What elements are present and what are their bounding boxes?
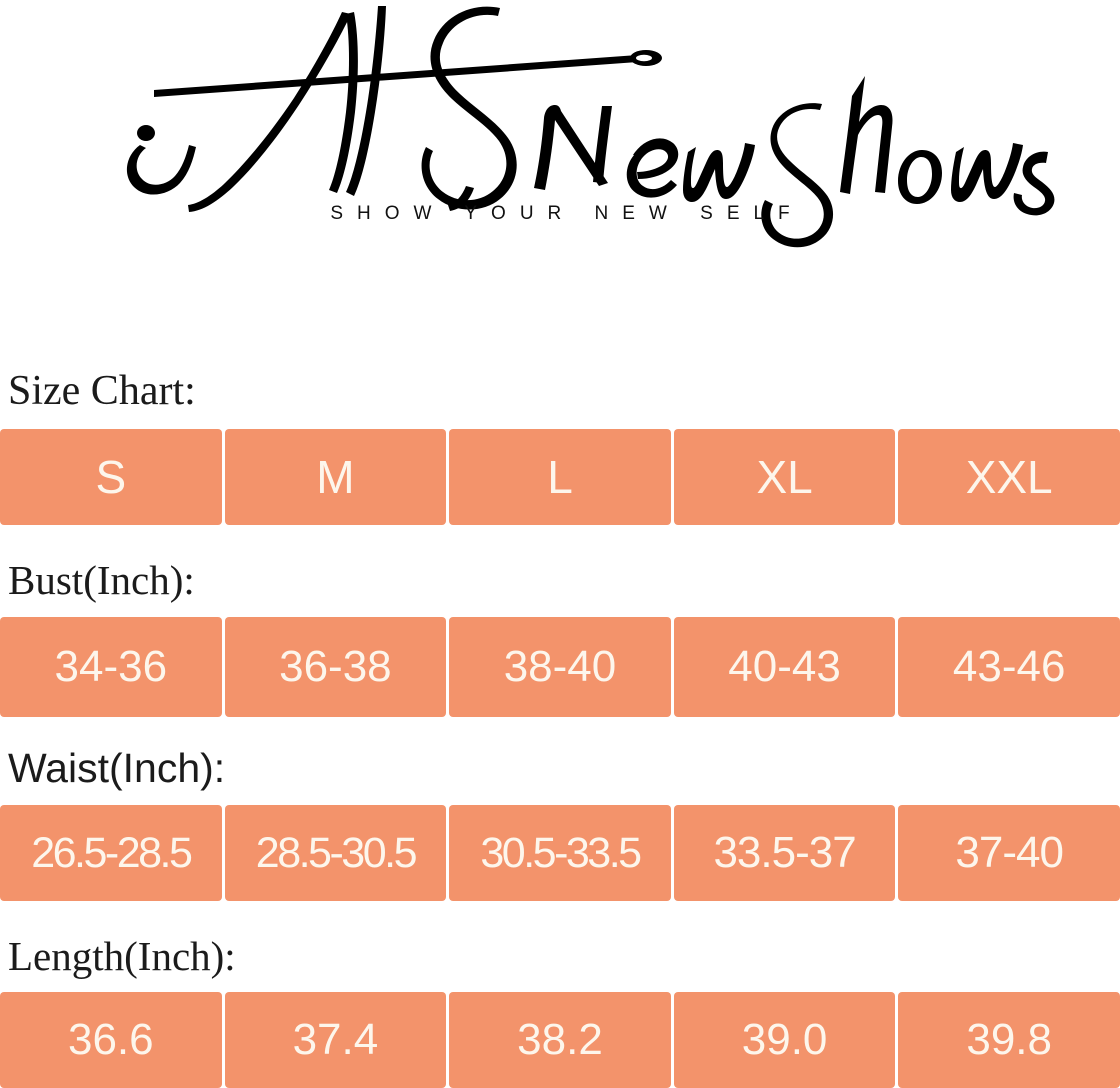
length-cell-l: 38.2 (449, 992, 671, 1088)
page-title: Size Chart: (8, 368, 196, 414)
row-label-length: Length(Inch): (8, 933, 236, 979)
measurement-row-bust: 34-36 36-38 38-40 40-43 43-46 (0, 617, 1120, 717)
brand-header: SHOW YOUR NEW SELF (0, 0, 1120, 250)
row-label-bust: Bust(Inch): (8, 557, 195, 603)
bust-cell-xl: 40-43 (673, 617, 896, 717)
bust-cell-xxl: 43-46 (898, 617, 1120, 717)
length-cell-m: 37.4 (224, 992, 447, 1088)
waist-cell-s: 26.5-28.5 (0, 805, 222, 901)
bust-cell-l: 38-40 (449, 617, 671, 717)
waist-cell-l: 30.5-33.5 (449, 805, 671, 901)
size-cell-s: S (0, 429, 222, 525)
waist-cell-xxl: 37-40 (898, 805, 1120, 901)
measurement-row-waist: 26.5-28.5 28.5-30.5 30.5-33.5 33.5-37 37… (0, 805, 1120, 901)
waist-cell-m: 28.5-30.5 (224, 805, 447, 901)
bust-cell-s: 34-36 (0, 617, 222, 717)
size-cell-l: L (449, 429, 671, 525)
bust-cell-m: 36-38 (224, 617, 447, 717)
brand-tagline: SHOW YOUR NEW SELF (330, 203, 804, 224)
size-cell-xxl: XXL (898, 429, 1120, 525)
waist-cell-xl: 33.5-37 (673, 805, 896, 901)
size-cell-m: M (224, 429, 447, 525)
logo-script-glyphs (126, 6, 1055, 248)
anewshows-logo (110, 0, 1055, 248)
size-cell-xl: XL (673, 429, 896, 525)
length-cell-xxl: 39.8 (898, 992, 1120, 1088)
size-header-row: S M L XL XXL (0, 429, 1120, 525)
measurement-row-length: 36.6 37.4 38.2 39.0 39.8 (0, 992, 1120, 1088)
length-cell-xl: 39.0 (673, 992, 896, 1088)
length-cell-s: 36.6 (0, 992, 222, 1088)
row-label-waist: Waist(Inch): (8, 745, 226, 791)
